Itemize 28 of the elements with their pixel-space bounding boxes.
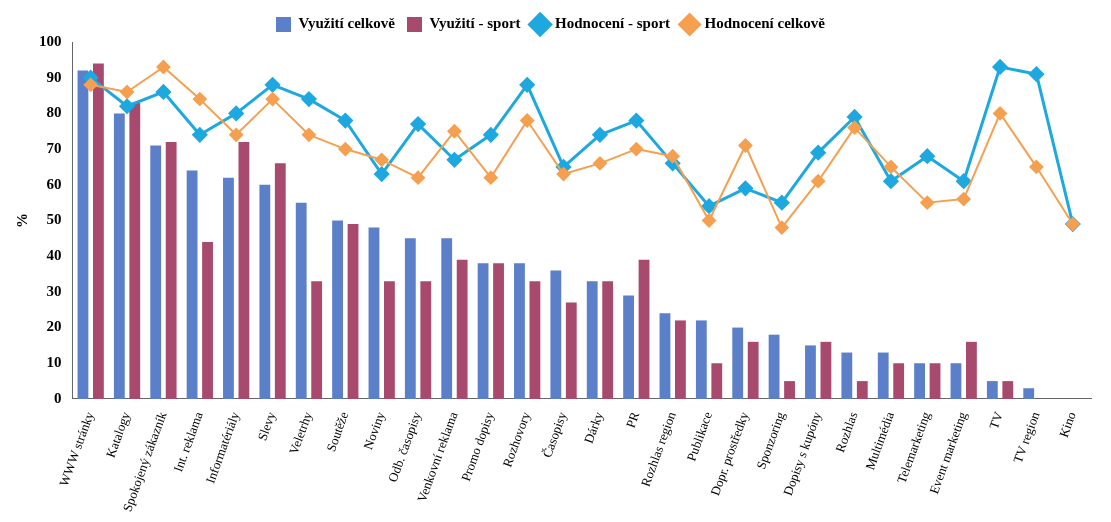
y-tick-label: 0 <box>54 389 62 406</box>
y-axis-title: % <box>13 212 30 228</box>
x-tick-label: Soutěže <box>323 409 352 454</box>
x-tick-label: Int. reklama <box>170 409 206 474</box>
x-tick-label: TV <box>986 409 1007 432</box>
legend-label: Hodnocení - sport <box>555 15 671 32</box>
x-tick-label: WWW stránky <box>55 409 97 489</box>
x-tick-label: TV region <box>1010 409 1043 466</box>
y-tick-label: 90 <box>46 68 62 85</box>
x-tick-label: Rozhlas <box>832 409 861 455</box>
y-tick-label: 100 <box>39 32 62 49</box>
legend-label: Využití celkově <box>298 15 396 32</box>
y-tick-label: 60 <box>46 175 62 192</box>
x-tick-label: Promo dopisy <box>457 409 498 484</box>
y-tick-label: 40 <box>46 247 62 264</box>
x-tick-label: Kino <box>1055 409 1079 440</box>
legend-label: Hodnocení celkově <box>704 15 826 32</box>
x-tick-label: PR <box>622 409 643 430</box>
x-tick-label: Slevy <box>254 409 279 443</box>
legend-label: Využití - sport <box>429 15 521 32</box>
y-tick-label: 80 <box>46 104 62 121</box>
y-tick-label: 70 <box>46 139 62 156</box>
x-tick-label: Noviny <box>360 409 388 452</box>
y-tick-label: 20 <box>46 318 62 335</box>
x-tick-label: Dárky <box>580 409 607 446</box>
y-tick-label: 50 <box>46 211 62 228</box>
y-tick-label: 30 <box>46 282 62 299</box>
y-tick-label: 10 <box>46 354 62 371</box>
